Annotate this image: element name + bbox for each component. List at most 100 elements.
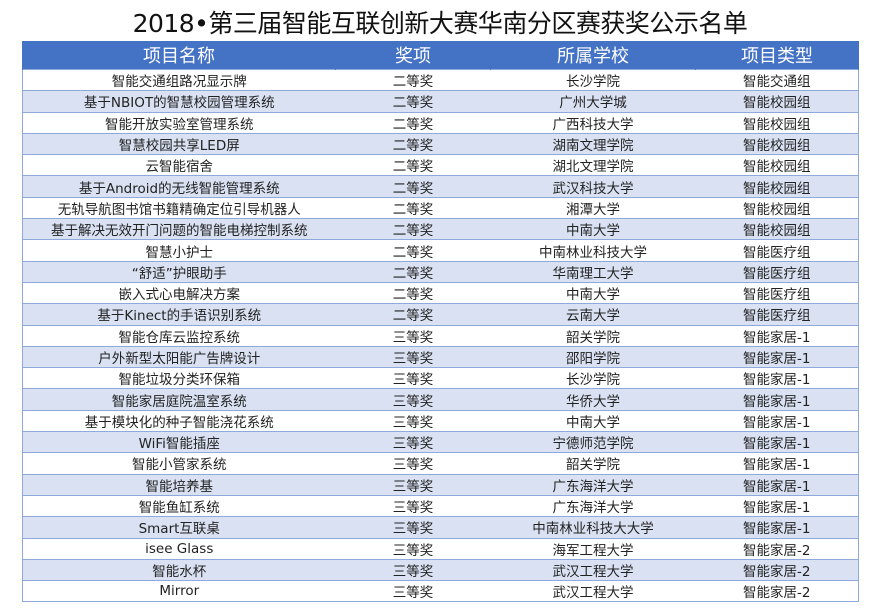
cell-project-name: 嵌入式心电解决方案 — [22, 281, 336, 304]
cell-project-type: 智能家居-2 — [695, 537, 859, 560]
cell-school: 中南大学 — [490, 218, 696, 240]
cell-award: 二等奖 — [335, 239, 491, 262]
cell-project-type: 智能家居-1 — [695, 452, 859, 475]
table-row: 基于Kinect的手语识别系统 二等奖 云南大学 智能医疗组 — [22, 303, 859, 326]
table-row: Smart互联桌 三等奖 中南林业科技大大学 智能家居-1 — [22, 516, 859, 539]
cell-award: 三等奖 — [335, 431, 491, 453]
cell-award: 三等奖 — [335, 388, 491, 411]
cell-project-name: 智能鱼缸系统 — [22, 494, 336, 517]
cell-project-type: 智能家居-1 — [695, 494, 859, 517]
cell-project-type: 智能家居-1 — [695, 388, 859, 411]
cell-award: 二等奖 — [335, 281, 491, 304]
table-row: 智能家居庭院温室系统 三等奖 华侨大学 智能家居-1 — [22, 388, 859, 411]
cell-school: 韶关学院 — [490, 324, 696, 347]
cell-school: 华侨大学 — [490, 388, 696, 411]
cell-award: 二等奖 — [335, 218, 491, 240]
cell-award: 三等奖 — [335, 537, 491, 560]
column-header-school: 所属学校 — [490, 41, 696, 70]
cell-project-type: 智能校园组 — [695, 132, 859, 155]
table-row: 基于Android的无线智能管理系统 二等奖 武汉科技大学 智能校园组 — [22, 175, 859, 198]
cell-award: 三等奖 — [335, 516, 491, 539]
cell-award: 三等奖 — [335, 324, 491, 347]
cell-award: 二等奖 — [335, 175, 491, 198]
cell-project-name: 基于Kinect的手语识别系统 — [22, 303, 336, 326]
table-row: 嵌入式心电解决方案 二等奖 中南大学 智能医疗组 — [22, 281, 859, 304]
cell-project-type: 智能医疗组 — [695, 303, 859, 326]
cell-project-name: “舒适”护眼助手 — [22, 260, 336, 283]
cell-project-name: 云智能宿舍 — [22, 154, 336, 176]
cell-project-type: 智能家居-2 — [695, 558, 859, 581]
cell-award: 二等奖 — [335, 90, 491, 113]
column-header-award: 奖项 — [335, 41, 491, 70]
cell-project-name: 智能家居庭院温室系统 — [22, 388, 336, 411]
cell-project-type: 智能家居-1 — [695, 367, 859, 389]
cell-school: 中南大学 — [490, 281, 696, 304]
cell-project-name: 智能水杯 — [22, 558, 336, 581]
cell-project-name: 基于NBIOT的智慧校园管理系统 — [22, 90, 336, 113]
cell-project-name: Smart互联桌 — [22, 516, 336, 539]
cell-project-name: 户外新型太阳能广告牌设计 — [22, 345, 336, 368]
cell-school: 广西科技大学 — [490, 111, 696, 134]
cell-project-name: 无轨导航图书馆书籍精确定位引导机器人 — [22, 196, 336, 219]
table-row: 智能仓库云监控系统 三等奖 韶关学院 智能家居-1 — [22, 324, 859, 347]
table-row: 基于NBIOT的智慧校园管理系统 二等奖 广州大学城 智能校园组 — [22, 90, 859, 113]
cell-award: 三等奖 — [335, 558, 491, 581]
cell-project-type: 智能家居-1 — [695, 473, 859, 496]
award-table: 项目名称 奖项 所属学校 项目类型 智能交通组路况显示牌 二等奖 长沙学院 智能交通组… — [22, 41, 859, 603]
cell-project-type: 智能校园组 — [695, 154, 859, 176]
table-row: 智能水杯 三等奖 武汉工程大学 智能家居-2 — [22, 558, 859, 581]
table-row: 无轨导航图书馆书籍精确定位引导机器人 二等奖 湘潭大学 智能校园组 — [22, 196, 859, 219]
table-row: 智能小管家系统 三等奖 韶关学院 智能家居-1 — [22, 452, 859, 475]
cell-award: 二等奖 — [335, 196, 491, 219]
table-row: 智能交通组路况显示牌 二等奖 长沙学院 智能交通组 — [22, 68, 859, 91]
cell-award: 二等奖 — [335, 154, 491, 176]
cell-project-name: 基于解决无效开门问题的智能电梯控制系统 — [22, 218, 336, 240]
cell-school: 中南大学 — [490, 409, 696, 432]
cell-award: 三等奖 — [335, 367, 491, 389]
table-row: “舒适”护眼助手 二等奖 华南理工大学 智能医疗组 — [22, 260, 859, 283]
cell-project-type: 智能家居-1 — [695, 431, 859, 453]
cell-award: 三等奖 — [335, 580, 491, 603]
page-title: 2018•第三届智能互联创新大赛华南分区赛获奖公示名单 — [132, 9, 748, 38]
table-row: isee Glass 三等奖 海军工程大学 智能家居-2 — [22, 537, 859, 560]
cell-project-name: 智能仓库云监控系统 — [22, 324, 336, 347]
cell-project-name: isee Glass — [22, 537, 336, 560]
cell-award: 三等奖 — [335, 473, 491, 496]
cell-project-type: 智能家居-1 — [695, 345, 859, 368]
cell-school: 宁德师范学院 — [490, 431, 696, 453]
cell-school: 云南大学 — [490, 303, 696, 326]
cell-project-name: 智能交通组路况显示牌 — [22, 68, 336, 91]
cell-award: 二等奖 — [335, 132, 491, 155]
table-row: 智能垃圾分类环保箱 三等奖 长沙学院 智能家居-1 — [22, 367, 859, 389]
cell-award: 二等奖 — [335, 111, 491, 134]
cell-school: 广州大学城 — [490, 90, 696, 113]
cell-school: 湖南文理学院 — [490, 132, 696, 155]
table-row: 智能培养基 三等奖 广东海洋大学 智能家居-1 — [22, 473, 859, 496]
cell-award: 三等奖 — [335, 345, 491, 368]
cell-project-name: 智慧校园共享LED屏 — [22, 132, 336, 155]
table-row: Mirror 三等奖 武汉工程大学 智能家居-2 — [22, 580, 859, 603]
table-row: 智能鱼缸系统 三等奖 广东海洋大学 智能家居-1 — [22, 494, 859, 517]
cell-school: 武汉工程大学 — [490, 558, 696, 581]
cell-school: 湘潭大学 — [490, 196, 696, 219]
cell-school: 韶关学院 — [490, 452, 696, 475]
cell-project-type: 智能校园组 — [695, 90, 859, 113]
table-row: 基于模块化的种子智能浇花系统 三等奖 中南大学 智能家居-1 — [22, 409, 859, 432]
cell-school: 湖北文理学院 — [490, 154, 696, 176]
cell-school: 广东海洋大学 — [490, 473, 696, 496]
cell-school: 广东海洋大学 — [490, 494, 696, 517]
cell-project-name: 智能开放实验室管理系统 — [22, 111, 336, 134]
table-row: 基于解决无效开门问题的智能电梯控制系统 二等奖 中南大学 智能校园组 — [22, 218, 859, 240]
table-row: 智慧小护士 二等奖 中南林业科技大学 智能医疗组 — [22, 239, 859, 262]
cell-project-type: 智能校园组 — [695, 218, 859, 240]
cell-school: 邵阳学院 — [490, 345, 696, 368]
table-row: WiFi智能插座 三等奖 宁德师范学院 智能家居-1 — [22, 431, 859, 453]
cell-award: 三等奖 — [335, 409, 491, 432]
cell-project-type: 智能校园组 — [695, 175, 859, 198]
cell-school: 长沙学院 — [490, 367, 696, 389]
cell-project-type: 智能家居-1 — [695, 324, 859, 347]
table-row: 云智能宿舍 二等奖 湖北文理学院 智能校园组 — [22, 154, 859, 176]
cell-project-type: 智能校园组 — [695, 111, 859, 134]
cell-project-type: 智能家居-2 — [695, 580, 859, 603]
cell-award: 二等奖 — [335, 260, 491, 283]
